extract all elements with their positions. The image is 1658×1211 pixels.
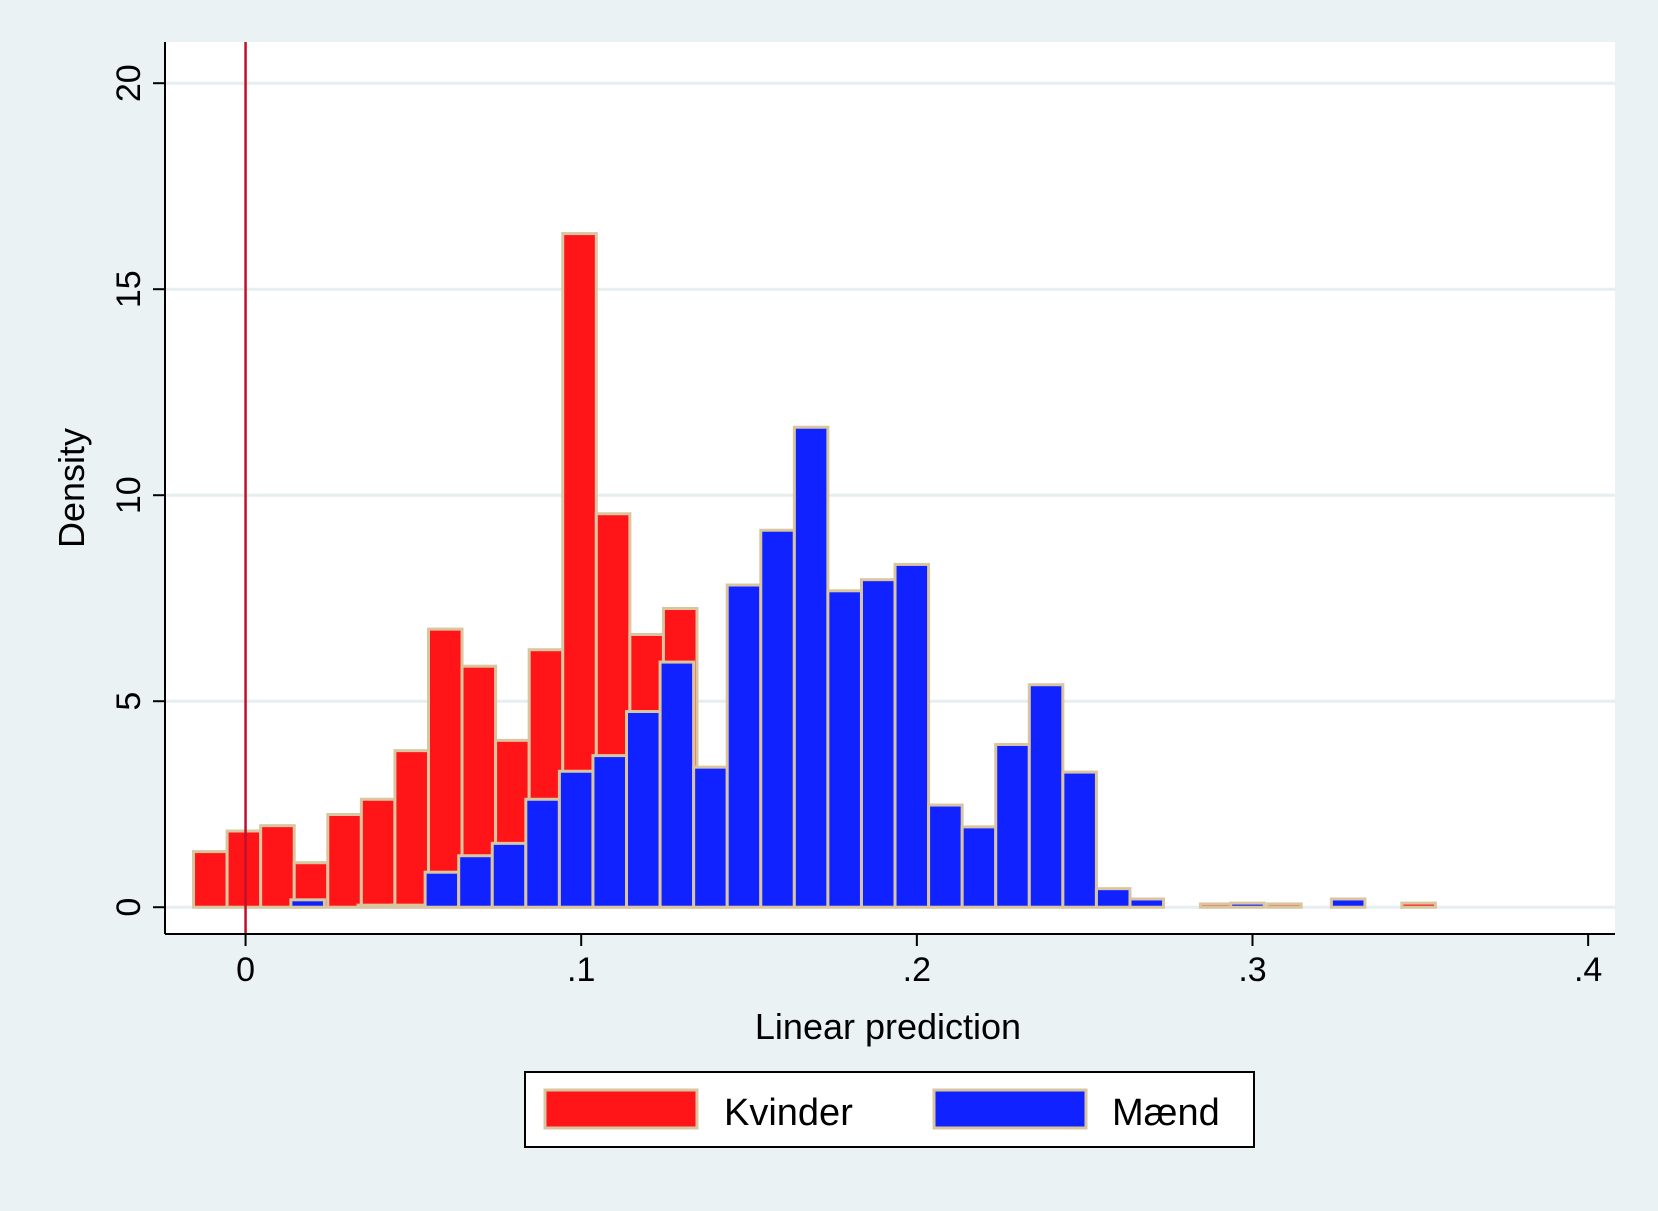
bar-maend-17	[893, 562, 931, 909]
bar-maend-20	[994, 742, 1031, 909]
bar-maend-3	[423, 870, 461, 909]
bar-maend-23	[1094, 887, 1132, 909]
bar-maend-14	[792, 425, 830, 909]
bar-maend-24	[1128, 897, 1166, 909]
bar-maend-1	[356, 903, 394, 909]
bar-maend-4	[457, 854, 494, 909]
bar-maend-6	[524, 797, 561, 909]
bar-maend-18	[927, 803, 964, 909]
bar-maend-25	[1229, 901, 1266, 909]
legend-label-maend: Mænd	[1112, 1092, 1220, 1134]
bar-kvinder-7	[426, 627, 464, 909]
y-axis-label: Density	[51, 428, 92, 548]
bar-maend-8	[591, 754, 629, 909]
bar-kvinder-16	[1198, 902, 1236, 909]
legend-swatch-maend	[932, 1088, 1088, 1130]
bar-maend-7	[557, 769, 595, 909]
y-tick-label-20: 20	[110, 64, 148, 102]
legend-label-kvinder: Kvinder	[724, 1092, 853, 1134]
y-tick-label-5: 5	[110, 692, 148, 711]
legend: Kvinder Mænd	[524, 1071, 1255, 1148]
bar-kvinder-4	[326, 813, 363, 909]
x-tick-label-.1: .1	[567, 951, 595, 989]
bar-maend-19	[960, 825, 998, 909]
series-maend	[289, 425, 1367, 909]
bar-kvinder-18	[1400, 901, 1437, 909]
x-tick-label-.3: .3	[1238, 951, 1266, 989]
bar-kvinder-1	[225, 829, 263, 909]
bar-maend-9	[625, 710, 662, 909]
bar-maend-26	[1329, 897, 1367, 909]
x-tick-label-0: 0	[236, 951, 255, 989]
y-tick-label-0: 0	[110, 898, 148, 917]
bar-maend-13	[759, 528, 796, 909]
bar-maend-21	[1027, 683, 1065, 909]
x-tick-label-.2: .2	[903, 951, 931, 989]
legend-swatch-kvinder	[543, 1088, 699, 1130]
y-tick-label-15: 15	[110, 270, 148, 308]
bar-maend-10	[658, 660, 696, 909]
bar-kvinder-0	[192, 850, 229, 909]
x-axis-label: Linear prediction	[755, 1006, 1021, 1047]
bars	[192, 232, 1437, 909]
bar-maend-12	[725, 583, 763, 909]
y-tick-label-10: 10	[110, 476, 148, 514]
bar-kvinder-2	[259, 824, 296, 909]
bar-maend-0	[289, 898, 326, 909]
bar-maend-15	[826, 589, 863, 909]
bar-kvinder-5	[359, 797, 397, 909]
bar-maend-2	[390, 903, 427, 909]
x-tick-label-.4: .4	[1574, 951, 1602, 989]
bar-kvinder-17	[1266, 902, 1303, 909]
bar-maend-16	[859, 578, 897, 909]
bar-maend-11	[692, 765, 729, 909]
bar-kvinder-6	[393, 749, 430, 909]
bar-maend-5	[490, 841, 528, 909]
bar-maend-22	[1061, 770, 1098, 909]
axes: 0 5 10 15 20 0 .1 .2 .3 .4	[110, 42, 1615, 989]
